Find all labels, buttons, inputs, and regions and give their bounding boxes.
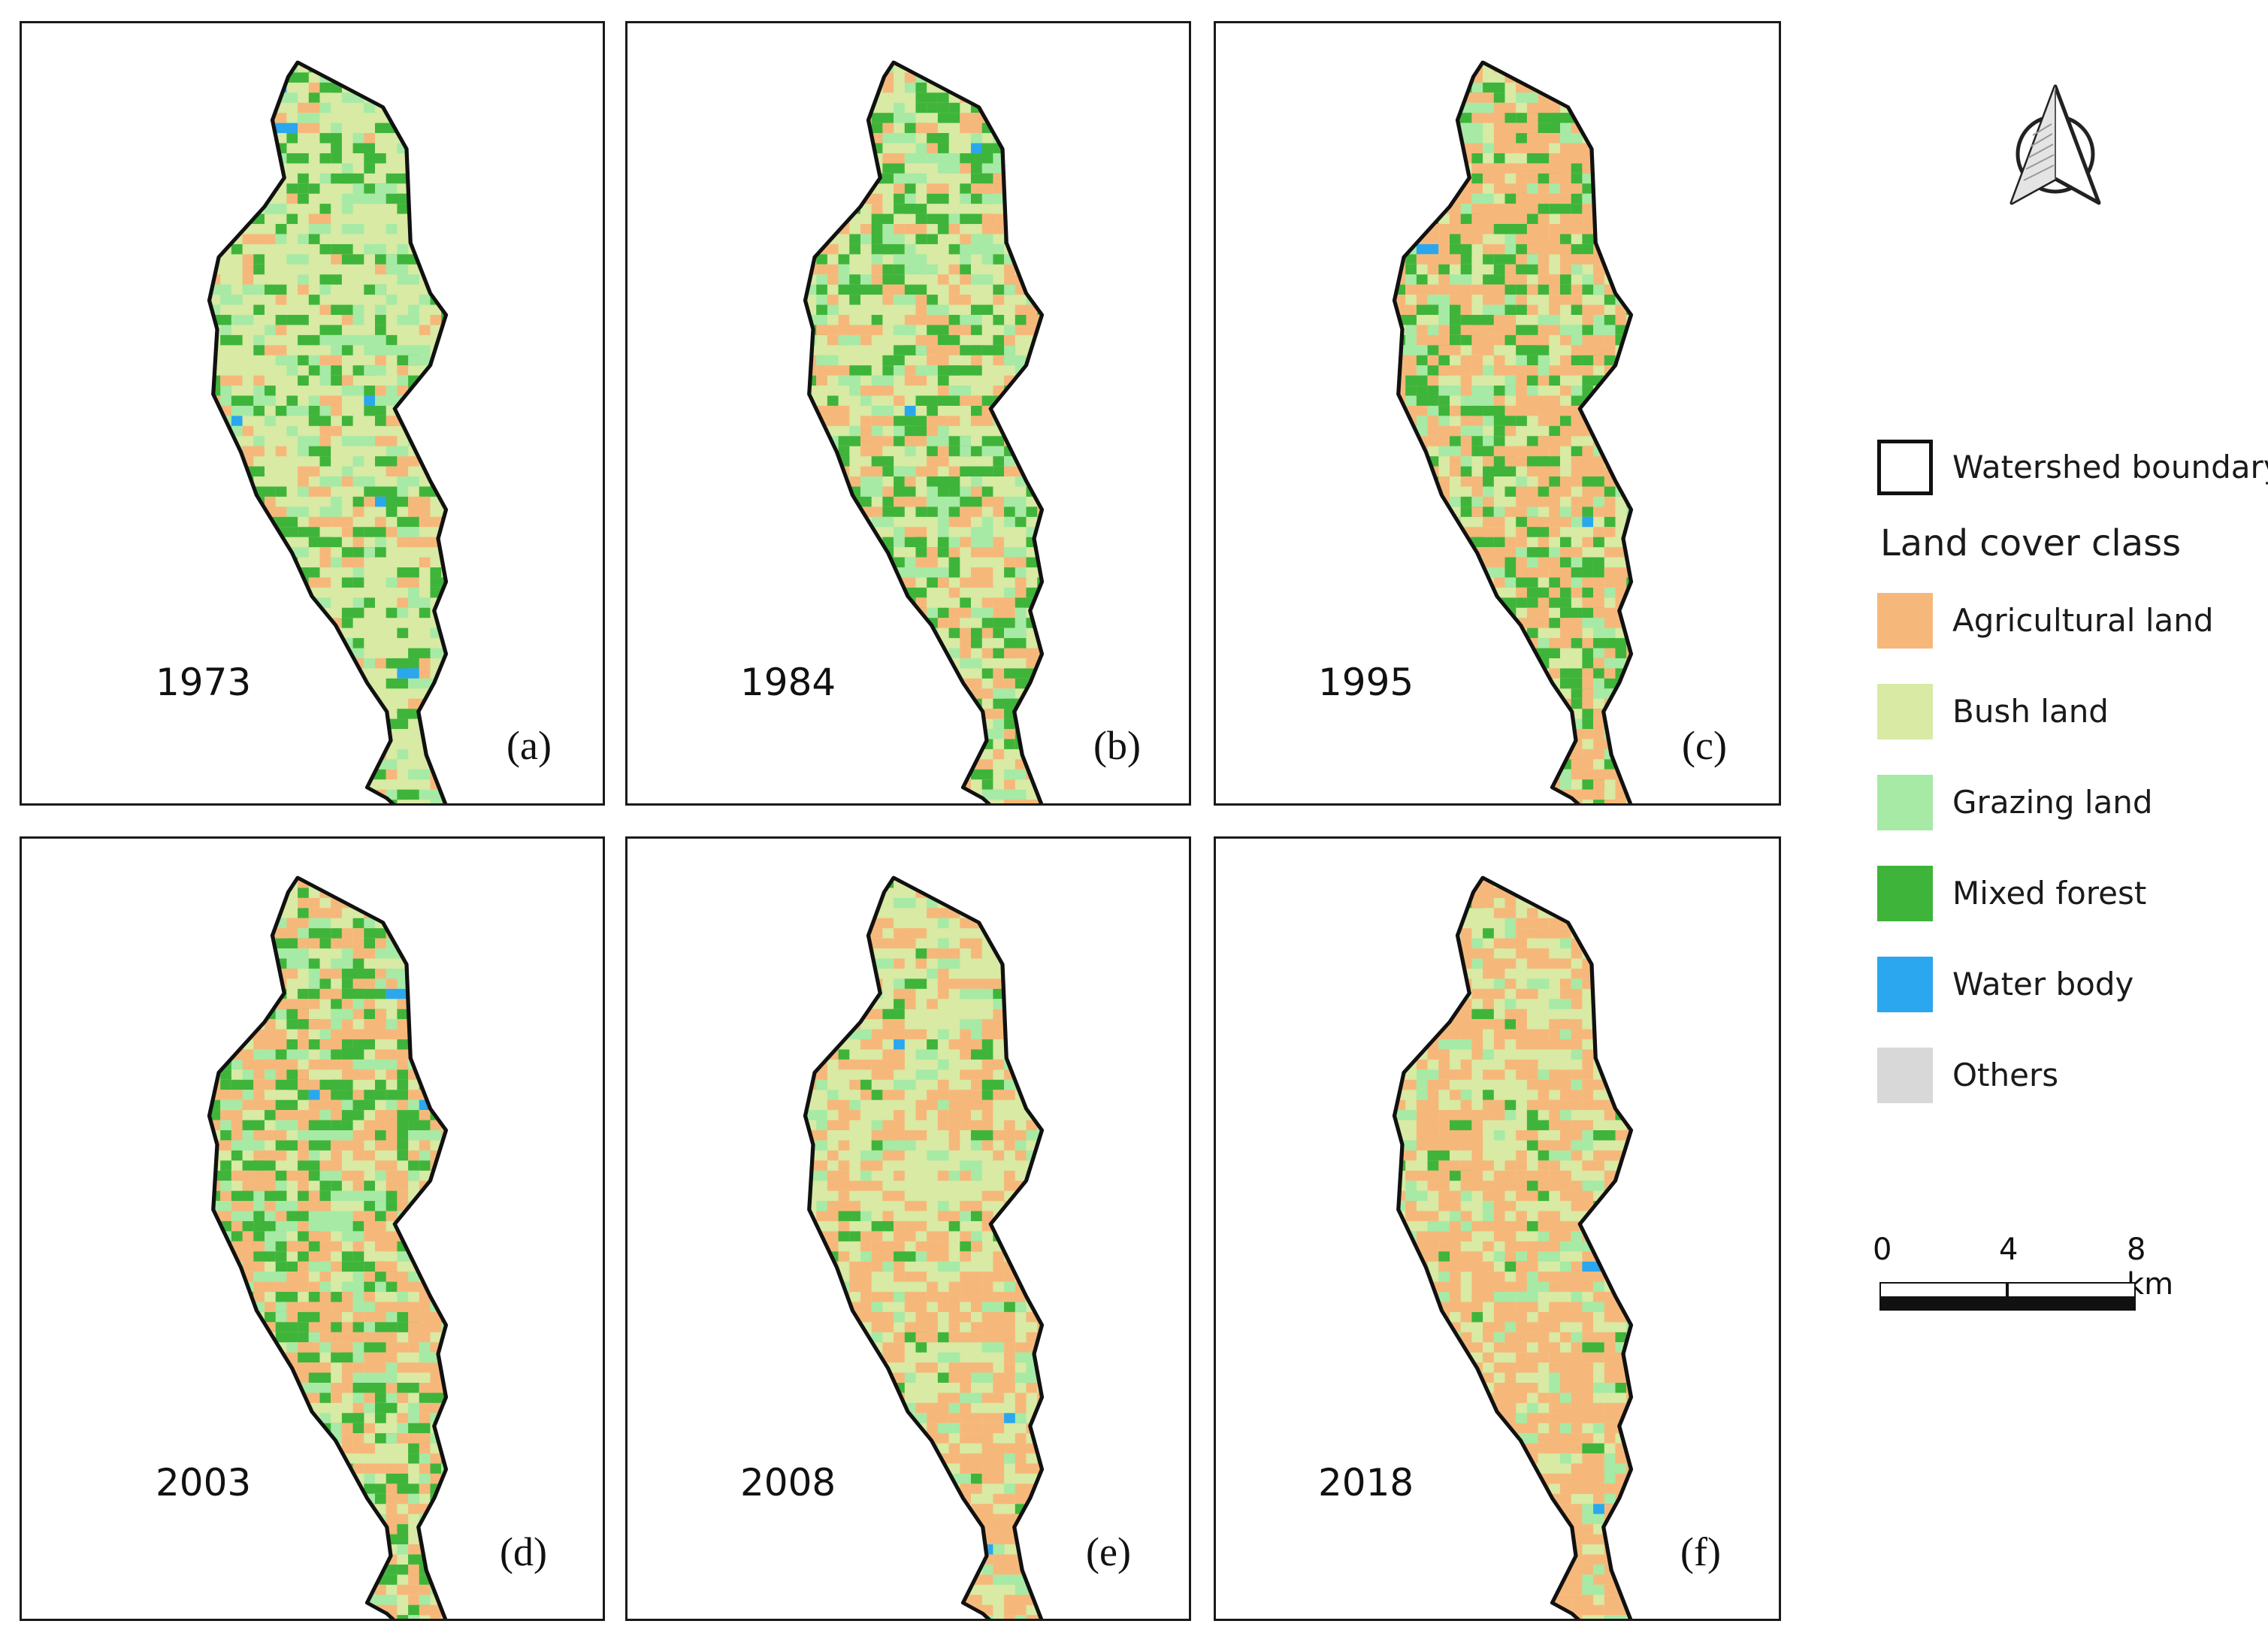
map-panel-2003: 2003 (d) <box>20 836 605 1621</box>
others-swatch <box>1877 1048 1933 1103</box>
scale-tick-0: 0 <box>1873 1232 1892 1267</box>
scale-bar: 0 4 8 km <box>1873 1232 2173 1323</box>
legend-label: Agricultural land <box>1952 602 2214 639</box>
watershed-map <box>803 60 1045 803</box>
panel-year: 2008 <box>740 1461 836 1504</box>
panel-year: 2003 <box>156 1461 252 1504</box>
map-panel-1984: 1984 (b) <box>625 21 1191 806</box>
watershed-map <box>1392 60 1634 803</box>
panel-year: 2018 <box>1318 1461 1414 1504</box>
map-panel-2018: 2018 (f) <box>1214 836 1781 1621</box>
panel-letter: (a) <box>507 723 552 768</box>
watershed-map <box>207 875 449 1619</box>
legend-label: Others <box>1952 1057 2059 1093</box>
scale-tick-4: 4 <box>1999 1232 2019 1267</box>
north-arrow-icon <box>2009 84 2101 205</box>
panel-letter: (e) <box>1086 1529 1131 1574</box>
map-panel-1995: 1995 (c) <box>1214 21 1781 806</box>
water-swatch <box>1877 957 1933 1012</box>
scale-bar-graphic <box>1879 1282 2136 1311</box>
map-panel-1973: 1973 (a) <box>20 21 605 806</box>
legend-label: Grazing land <box>1952 784 2153 821</box>
legend-label: Watershed boundary <box>1952 449 2268 485</box>
legend-label: Bush land <box>1952 693 2109 730</box>
legend-label: Water body <box>1952 966 2134 1002</box>
watershed-map <box>803 875 1045 1619</box>
agricultural-swatch <box>1877 593 1933 649</box>
boundary-swatch <box>1877 440 1933 495</box>
watershed-map <box>1392 875 1634 1619</box>
bush-swatch <box>1877 684 1933 739</box>
legend-title: Land cover class <box>1880 522 2182 564</box>
map-panel-2008: 2008 (e) <box>625 836 1191 1621</box>
panel-year: 1973 <box>156 661 252 704</box>
panel-letter: (b) <box>1093 723 1141 768</box>
forest-swatch <box>1877 866 1933 921</box>
watershed-map <box>207 60 449 803</box>
panel-letter: (f) <box>1680 1529 1721 1574</box>
panel-letter: (c) <box>1682 723 1727 768</box>
panel-year: 1995 <box>1318 661 1414 704</box>
panel-year: 1984 <box>740 661 836 704</box>
legend-label: Mixed forest <box>1952 875 2147 912</box>
panel-letter: (d) <box>500 1529 547 1574</box>
grazing-swatch <box>1877 775 1933 830</box>
